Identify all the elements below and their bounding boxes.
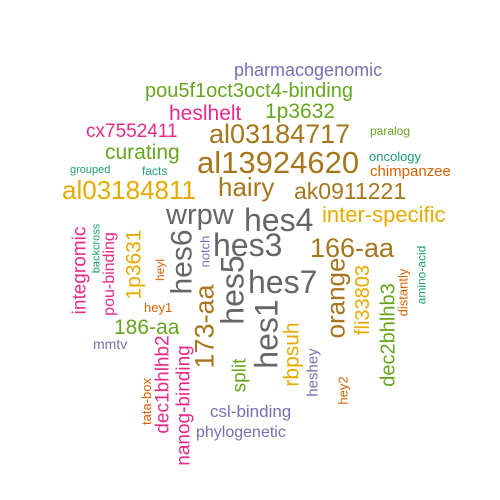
word: dec2bhlhb3: [377, 283, 400, 387]
word: al03184717: [209, 119, 351, 149]
word: tata-box: [138, 377, 154, 425]
word: dec1bhlhb2: [152, 334, 174, 434]
word: heyl: [153, 258, 168, 282]
word: al13924620: [197, 145, 360, 180]
word: heslhelt: [169, 102, 242, 125]
word: hes3: [213, 227, 283, 263]
word: mmtv: [93, 336, 128, 352]
word: hes7: [248, 264, 318, 300]
word: oncology: [369, 149, 422, 164]
word: split: [229, 358, 251, 392]
word: integromic: [69, 226, 91, 314]
word: hey1: [144, 300, 173, 315]
word: 173-aa: [189, 283, 220, 369]
word: al03184811: [62, 175, 196, 205]
word: 166-aa: [310, 233, 395, 263]
word: pharmacogenomic: [234, 60, 383, 80]
word: phylogenetic: [196, 424, 286, 441]
word: paralog: [370, 124, 411, 138]
word: hey2: [335, 375, 351, 405]
word: amino-acid: [413, 245, 428, 305]
word: curating: [105, 141, 180, 164]
word: pou5f1oct3oct4-binding: [145, 80, 353, 102]
word: ak0911221: [294, 178, 407, 204]
word: heshey: [304, 347, 322, 397]
word: hes5: [214, 255, 251, 325]
word: facts: [142, 164, 168, 178]
word: notch: [197, 235, 213, 267]
word: fli33803: [352, 264, 375, 336]
word: inter-specific: [322, 202, 446, 227]
word: csl-binding: [210, 402, 292, 421]
word: orange: [319, 257, 350, 339]
word: nanog-binding: [173, 344, 195, 466]
word: wrpw: [166, 199, 234, 231]
word: cx7552411: [86, 121, 178, 142]
word: grouped: [70, 164, 111, 176]
word: hes4: [244, 202, 314, 238]
word: 1p3631: [122, 228, 146, 300]
word: pou-binding: [100, 232, 118, 316]
word: rbpsuh: [280, 321, 304, 387]
word: chimpanzee: [370, 163, 451, 180]
word: 186-aa: [114, 316, 180, 339]
word: hes1: [248, 299, 285, 369]
word: hairy: [218, 172, 275, 202]
word: 1p3632: [265, 100, 336, 123]
